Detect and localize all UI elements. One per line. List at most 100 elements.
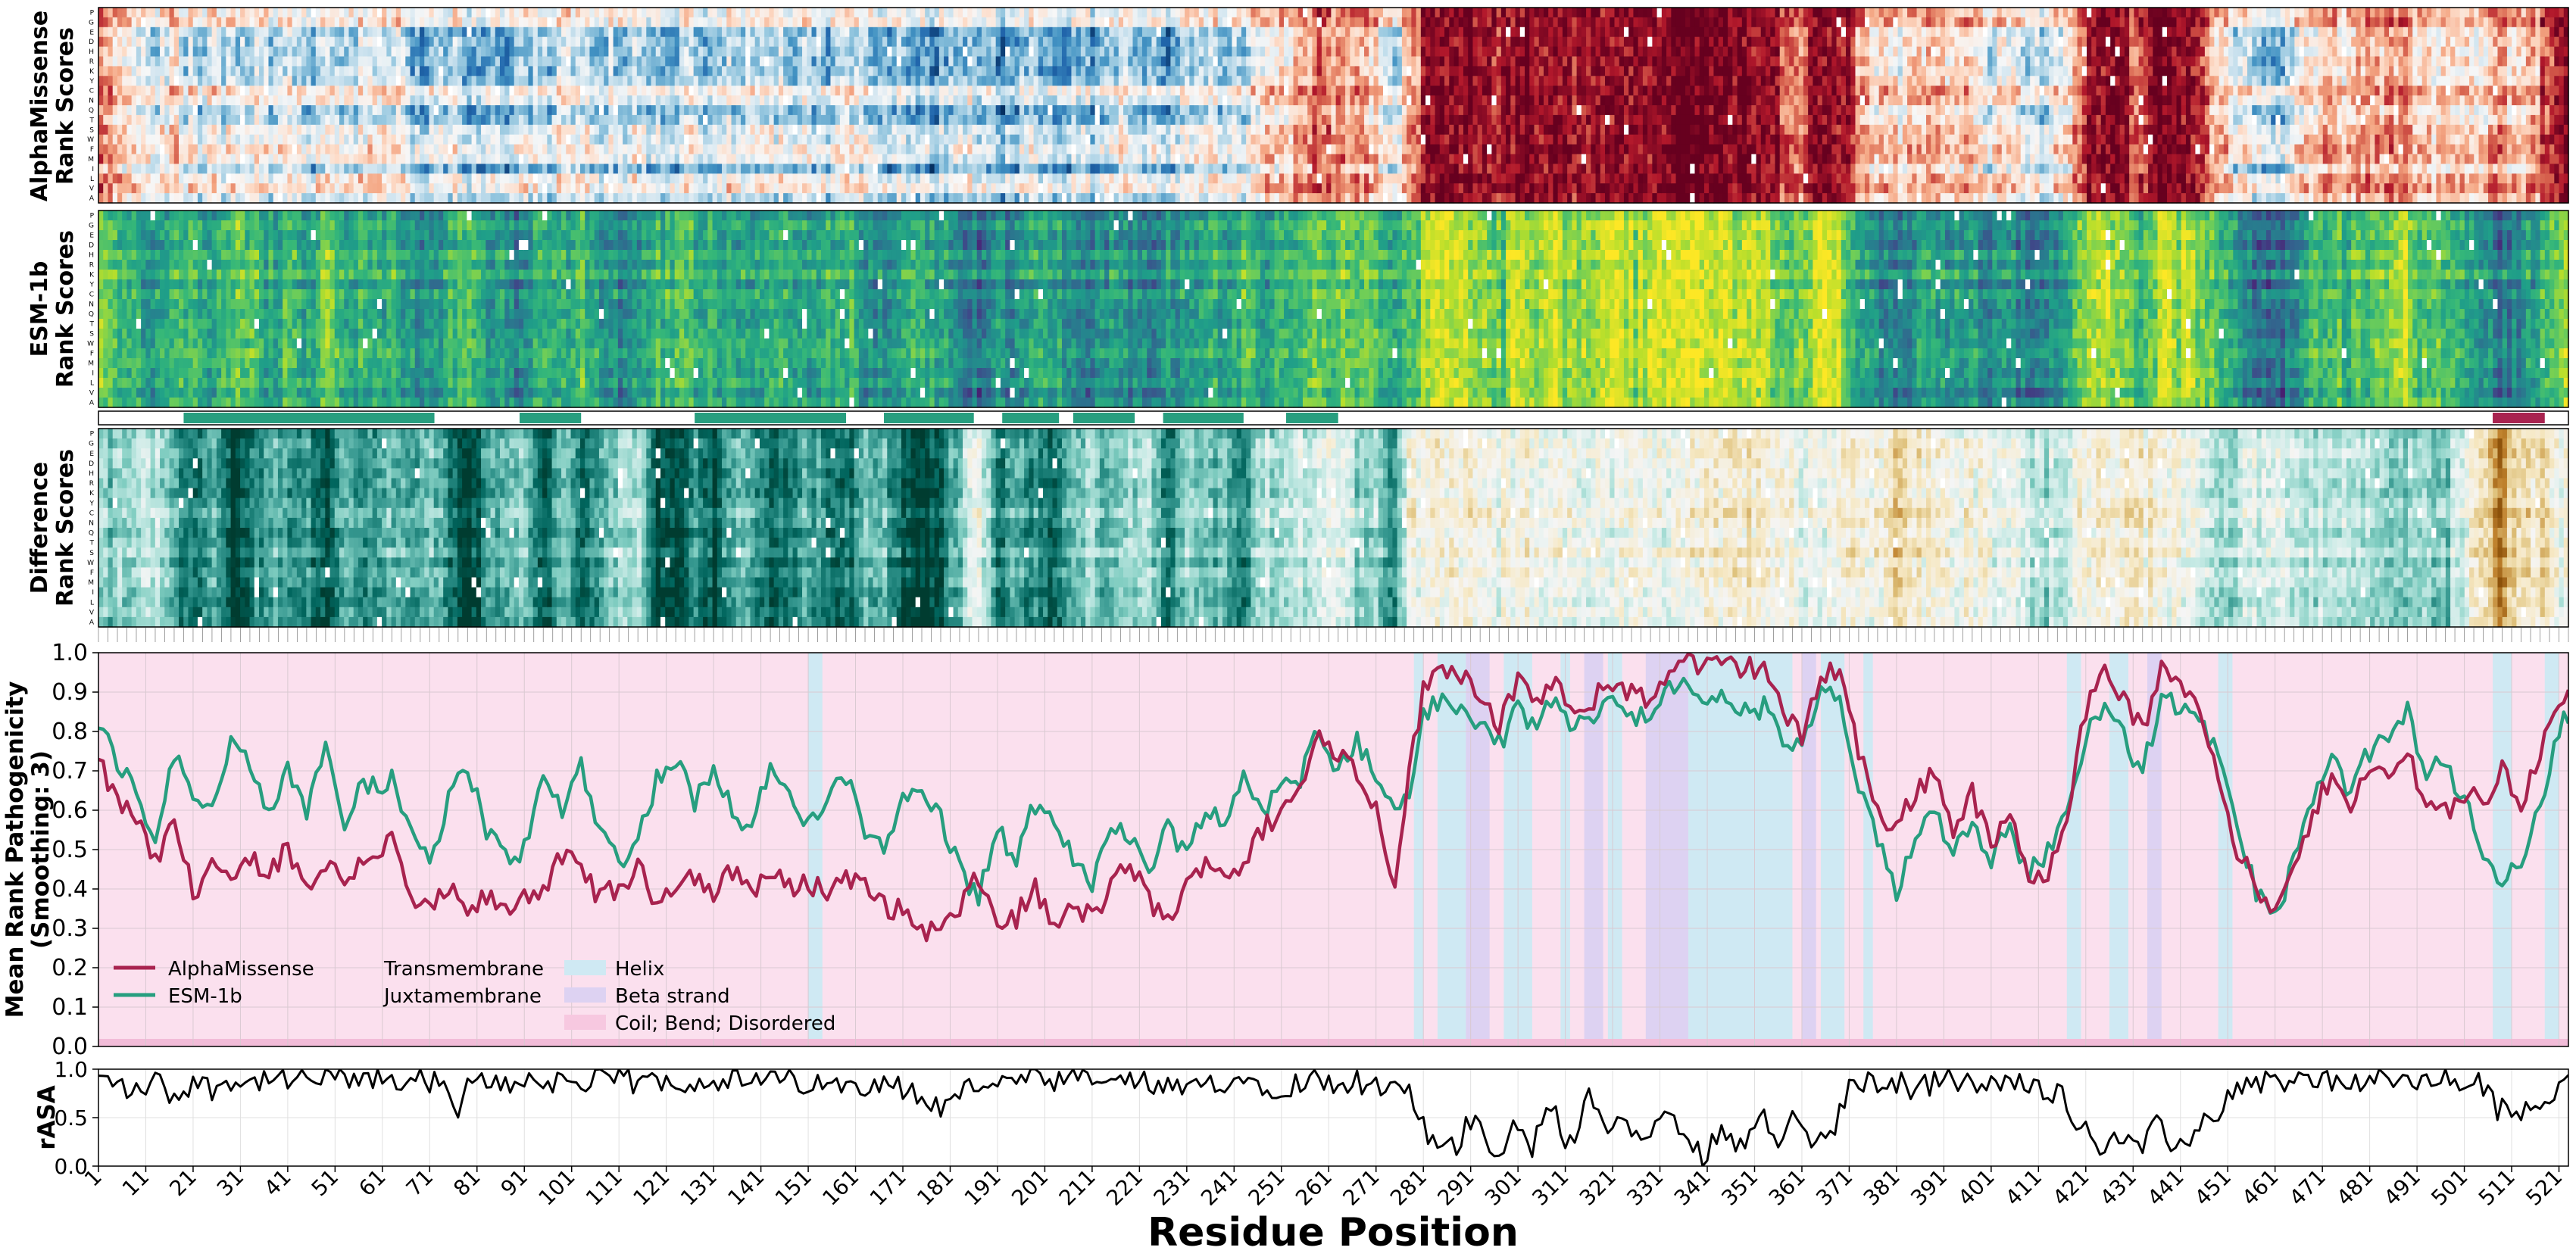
- heatmap-cell: [1104, 124, 1110, 136]
- heatmap-cell: [826, 114, 832, 126]
- heatmap-cell: [1198, 56, 1204, 67]
- heatmap-cell: [688, 183, 695, 194]
- heatmap-cell: [405, 114, 411, 126]
- heatmap-cell: [830, 134, 836, 145]
- heatmap-cell: [108, 17, 114, 28]
- heatmap-cell: [467, 134, 473, 145]
- heatmap-cell: [826, 66, 832, 76]
- heatmap-cell: [976, 124, 982, 136]
- heatmap-cell: [1198, 134, 1204, 145]
- heatmap-cell: [717, 27, 723, 38]
- heatmap-cell: [726, 86, 732, 96]
- heatmap-cell: [1033, 154, 1039, 164]
- heatmap-cell: [887, 76, 893, 86]
- heatmap-cell: [830, 154, 836, 164]
- heatmap-cell: [665, 27, 671, 38]
- heatmap-cell: [688, 8, 695, 18]
- heatmap-cell: [188, 86, 194, 96]
- heatmap-cell: [811, 56, 817, 67]
- heatmap-cell: [551, 183, 557, 194]
- heatmap-cell: [1061, 66, 1067, 76]
- heatmap-cell: [759, 124, 765, 136]
- heatmap-cell: [1227, 46, 1233, 58]
- heatmap-cell: [160, 66, 165, 76]
- heatmap-cell: [1269, 134, 1276, 145]
- heatmap-cell: [528, 17, 534, 28]
- heatmap-cell: [514, 36, 520, 48]
- heatmap-cell: [499, 124, 505, 136]
- heatmap-cell: [320, 17, 326, 28]
- heatmap-cell: [311, 66, 317, 76]
- heatmap-cell: [920, 66, 926, 76]
- heatmap-cell: [797, 193, 803, 204]
- heatmap-cell: [429, 154, 435, 164]
- heatmap-cell: [726, 8, 732, 18]
- heatmap-cell: [1246, 114, 1251, 126]
- heatmap-cell: [1029, 114, 1035, 126]
- heatmap-cell: [424, 36, 430, 48]
- heatmap-cell: [1057, 164, 1063, 174]
- heatmap-cell: [636, 124, 642, 136]
- heatmap-cell: [126, 56, 133, 67]
- heatmap-cell: [1005, 173, 1010, 184]
- heatmap-cell: [164, 56, 170, 67]
- heatmap-cell: [419, 76, 425, 86]
- heatmap-cell: [382, 46, 387, 58]
- heatmap-cell: [1019, 105, 1025, 116]
- heatmap-cell: [249, 95, 255, 106]
- heatmap-cell: [329, 27, 336, 38]
- heatmap-cell: [934, 66, 940, 76]
- heatmap-cell: [1094, 105, 1101, 116]
- heatmap-cell: [325, 173, 331, 184]
- heatmap-cell: [1222, 27, 1228, 38]
- heatmap-cell: [173, 144, 180, 155]
- heatmap-cell: [329, 56, 336, 67]
- heatmap-cell: [145, 173, 151, 184]
- heatmap-cell: [424, 27, 430, 38]
- heatmap-cell: [915, 17, 921, 28]
- heatmap-cell: [131, 56, 137, 67]
- heatmap-cell: [353, 66, 359, 76]
- heatmap-cell: [486, 95, 492, 106]
- heatmap-cell: [1141, 144, 1147, 155]
- heatmap-cell: [1014, 164, 1020, 174]
- heatmap-cell: [528, 124, 534, 136]
- heatmap-cell: [202, 27, 208, 38]
- heatmap-cell: [759, 76, 765, 86]
- heatmap-cell: [499, 27, 505, 38]
- heatmap-cell: [207, 76, 213, 86]
- heatmap-cell: [117, 27, 123, 38]
- heatmap-cell: [613, 105, 619, 116]
- heatmap-cell: [1118, 144, 1124, 155]
- heatmap-cell: [1128, 183, 1134, 194]
- heatmap-cell: [967, 183, 973, 194]
- heatmap-cell: [259, 86, 264, 96]
- heatmap-cell: [1024, 144, 1029, 155]
- heatmap-cell: [1265, 144, 1270, 155]
- heatmap-cell: [542, 76, 548, 86]
- heatmap-cell: [901, 17, 907, 28]
- heatmap-cell: [1052, 56, 1058, 67]
- heatmap-cell: [353, 164, 359, 174]
- heatmap-cell: [854, 95, 860, 106]
- heatmap-cell: [259, 66, 264, 76]
- heatmap-cell: [1014, 56, 1020, 67]
- heatmap-cell: [579, 95, 585, 106]
- heatmap-cell: [207, 173, 213, 184]
- heatmap-cell: [598, 66, 604, 76]
- heatmap-cell: [820, 66, 826, 76]
- heatmap-cell: [820, 56, 826, 67]
- heatmap-cell: [457, 76, 463, 86]
- heatmap-cell: [448, 8, 454, 18]
- heatmap-cell: [778, 36, 784, 48]
- heatmap-cell: [854, 36, 860, 48]
- heatmap-cell: [108, 114, 114, 126]
- heatmap-cell: [1227, 164, 1233, 174]
- heatmap-cell: [802, 105, 807, 116]
- heatmap-cell: [471, 86, 477, 96]
- heatmap-cell: [1090, 76, 1096, 86]
- heatmap-cell: [334, 36, 340, 48]
- heatmap-cell: [207, 36, 213, 48]
- heatmap-cell: [495, 27, 501, 38]
- heatmap-cell: [783, 173, 788, 184]
